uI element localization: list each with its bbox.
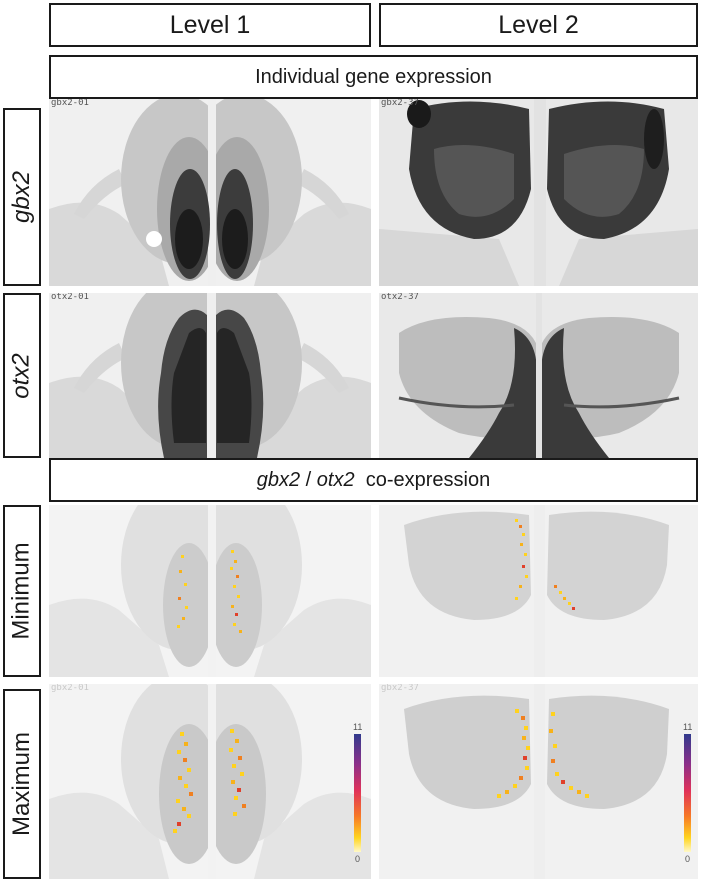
coexpression-suffix: co-expression	[365, 468, 491, 491]
panel-id-gbx2-level-2: gbx2-37	[381, 99, 419, 108]
hotspots-maximum-level-2	[497, 709, 589, 798]
panel-minimum-level-1	[49, 505, 371, 677]
color-scale-min-level-1: 0	[355, 854, 361, 864]
row-label-minimum-text: Minimum	[8, 542, 35, 640]
color-scale-bar-level-1	[354, 734, 361, 852]
color-scale-bar-level-2	[684, 734, 691, 852]
tissue-image-gbx2-level-2	[379, 99, 698, 286]
row-label-maximum: Maximum	[3, 689, 41, 879]
column-header-level-2-text: Level 2	[498, 10, 579, 39]
panel-gbx2-level-1: gbx2-01	[49, 99, 371, 286]
panel-gbx2-level-2: gbx2-37	[379, 99, 698, 286]
coexpression-image-maximum-level-2	[379, 684, 698, 879]
coexpression-separator: /	[305, 468, 312, 491]
coexpression-gene2: otx2	[316, 468, 355, 491]
panel-minimum-level-2	[379, 505, 698, 677]
column-header-level-2: Level 2	[379, 3, 698, 47]
row-label-minimum: Minimum	[3, 505, 41, 677]
color-scale-max-level-1: 11	[353, 722, 363, 732]
row-label-otx2-text: otx2	[8, 352, 35, 399]
section-header-individual: Individual gene expression	[49, 55, 698, 99]
row-label-otx2: otx2	[3, 293, 41, 458]
section-header-coexpression-text: gbx2 / otx2 co-expression	[257, 469, 491, 492]
tissue-image-otx2-level-2	[379, 293, 698, 458]
hotspots-minimum-level-1	[177, 550, 242, 633]
panel-otx2-level-2: otx2-37	[379, 293, 698, 458]
coexpression-gene1: gbx2	[256, 468, 301, 491]
section-header-individual-text: Individual gene expression	[255, 65, 492, 88]
color-scale-min-level-2: 0	[685, 854, 691, 864]
column-header-level-1-text: Level 1	[169, 10, 251, 39]
coexpression-image-minimum-level-2	[379, 505, 698, 677]
tissue-image-otx2-level-1	[49, 293, 371, 458]
section-header-coexpression: gbx2 / otx2 co-expression	[49, 458, 698, 502]
tissue-image-gbx2-level-1	[49, 99, 371, 286]
panel-id-maximum-level-1: gbx2-01	[51, 684, 89, 693]
row-label-gbx2: gbx2	[3, 108, 41, 286]
panel-id-otx2-level-1: otx2-01	[51, 293, 89, 302]
panel-id-gbx2-level-1: gbx2-01	[51, 99, 89, 108]
coexpression-image-maximum-level-1	[49, 684, 371, 879]
color-scale-max-level-2: 11	[683, 722, 693, 732]
hotspots-maximum-level-1	[173, 729, 246, 833]
coexpression-image-minimum-level-1	[49, 505, 371, 677]
column-header-level-1: Level 1	[49, 3, 371, 47]
panel-id-maximum-level-2: gbx2-37	[381, 684, 419, 693]
row-label-gbx2-text: gbx2	[8, 170, 36, 224]
row-label-maximum-text: Maximum	[8, 731, 36, 837]
panel-otx2-level-1: otx2-01	[49, 293, 371, 458]
panel-maximum-level-1: gbx2-01 11 0	[49, 684, 371, 879]
panel-id-otx2-level-2: otx2-37	[381, 293, 419, 302]
panel-maximum-level-2: gbx2-37 11 0	[379, 684, 698, 879]
hotspots-minimum-level-2	[515, 519, 575, 610]
